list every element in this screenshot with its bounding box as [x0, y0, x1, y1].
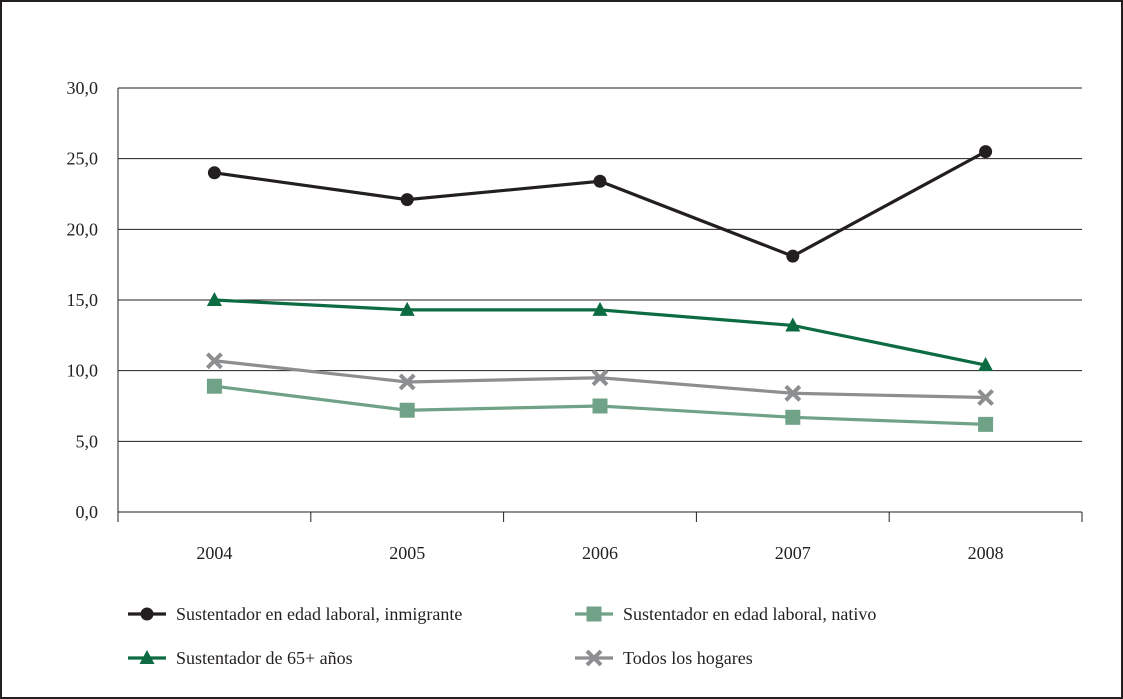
x-tick-label: 2008	[968, 543, 1004, 563]
legend-item: Sustentador en edad laboral, inmigrante	[128, 604, 462, 624]
series-triangle	[206, 292, 994, 372]
series-cross	[205, 352, 995, 406]
legend-marker-square	[586, 606, 602, 622]
x-tick-label: 2005	[389, 543, 425, 563]
x-tick-label: 2006	[582, 543, 618, 563]
axes: 0,0 5,0 10,0 15,0 20,0 25,0 30,0 2004 2005 2006 20…	[67, 78, 1083, 563]
legend-label: Sustentador en edad laboral, nativo	[623, 604, 876, 624]
data-point-square	[978, 416, 994, 432]
data-point-circle	[979, 145, 993, 159]
data-point-triangle	[978, 357, 994, 372]
y-tick-label: 30,0	[67, 78, 99, 98]
legend-marker-circle	[140, 607, 154, 621]
data-point-circle	[786, 249, 800, 263]
legend-label: Todos los hogares	[623, 648, 753, 668]
x-tick-label: 2004	[196, 543, 232, 563]
data-point-cross	[205, 352, 223, 370]
legend-item: Todos los hogares	[575, 648, 753, 668]
legend-item: Sustentador de 65+ años	[128, 648, 353, 668]
data-point-square	[206, 378, 222, 394]
data-point-circle	[207, 166, 221, 180]
data-point-triangle	[785, 317, 801, 332]
data-series	[205, 145, 995, 432]
y-tick-label: 25,0	[67, 149, 99, 169]
series-square	[206, 378, 994, 432]
y-tick-label: 20,0	[67, 219, 99, 239]
series-circle	[207, 145, 993, 263]
legend-marker-cross	[585, 649, 603, 667]
data-point-triangle	[592, 301, 608, 316]
data-point-square	[399, 402, 415, 418]
data-point-triangle	[206, 292, 222, 306]
x-tick-label: 2007	[775, 543, 811, 563]
y-tick-label: 15,0	[67, 290, 99, 310]
y-tick-label: 10,0	[67, 361, 99, 381]
data-point-triangle	[399, 301, 415, 316]
legend: Sustentador en edad laboral, inmigrante S…	[128, 604, 876, 668]
data-point-cross	[784, 384, 802, 402]
legend-item: Sustentador en edad laboral, nativo	[575, 604, 876, 624]
data-point-cross	[398, 373, 416, 391]
legend-label: Sustentador en edad laboral, inmigrante	[176, 604, 462, 624]
legend-label: Sustentador de 65+ años	[176, 648, 353, 668]
data-point-cross	[977, 389, 995, 406]
y-tick-label: 5,0	[76, 431, 99, 451]
data-point-square	[592, 398, 608, 414]
data-point-circle	[593, 174, 607, 188]
data-point-square	[785, 409, 801, 425]
y-tick-label: 0,0	[76, 502, 99, 522]
data-point-cross	[591, 369, 609, 387]
gridlines	[118, 87, 1082, 442]
legend-marker-triangle	[139, 650, 155, 664]
data-point-circle	[400, 193, 414, 207]
